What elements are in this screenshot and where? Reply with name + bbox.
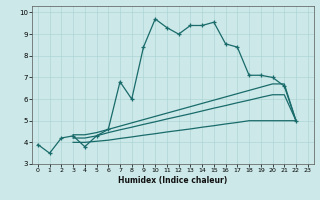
- X-axis label: Humidex (Indice chaleur): Humidex (Indice chaleur): [118, 176, 228, 185]
